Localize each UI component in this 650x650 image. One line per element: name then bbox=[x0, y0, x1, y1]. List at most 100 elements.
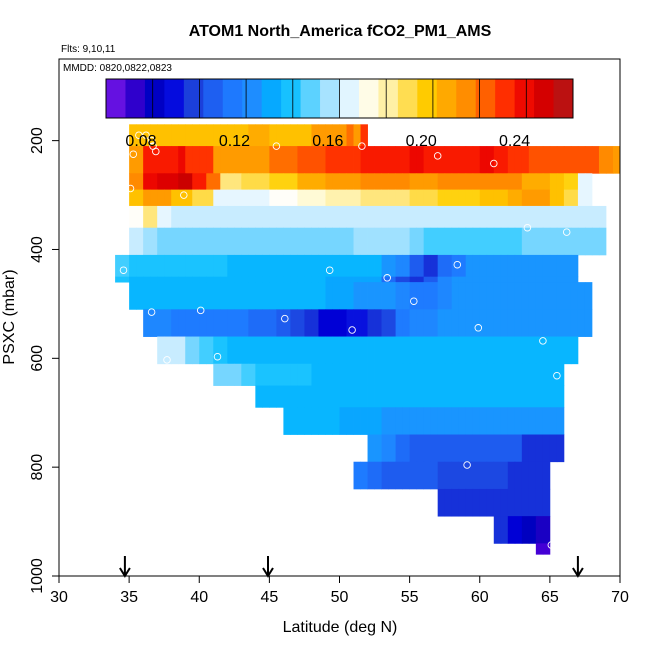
heatmap-cell bbox=[206, 189, 214, 207]
heatmap-cell bbox=[353, 336, 361, 365]
heatmap-cell bbox=[563, 146, 572, 174]
colorbar-ticks: 0.08 0.12 0.16 0.20 0.24 bbox=[125, 133, 530, 150]
heatmap-cell bbox=[542, 282, 551, 310]
y-tick-label: 200 bbox=[29, 127, 46, 154]
heatmap-cell bbox=[437, 205, 446, 229]
heatmap-cell bbox=[521, 309, 530, 337]
colorbar-segment bbox=[300, 79, 321, 118]
heatmap-cell bbox=[199, 227, 207, 256]
heatmap-cell bbox=[514, 173, 523, 191]
heatmap-cell bbox=[283, 363, 291, 386]
observation-point bbox=[119, 266, 128, 274]
heatmap-cell bbox=[409, 336, 418, 365]
heatmap-cell bbox=[304, 227, 312, 256]
heatmap-cell bbox=[381, 227, 389, 256]
heatmap-cell bbox=[388, 407, 396, 435]
heatmap-cell bbox=[402, 309, 411, 337]
heatmap-cell bbox=[171, 227, 179, 256]
heatmap-cell bbox=[556, 254, 565, 278]
heatmap-cell bbox=[521, 461, 530, 490]
heatmap-cell bbox=[360, 461, 368, 490]
heatmap-cell bbox=[290, 363, 298, 386]
heatmap-cell bbox=[143, 124, 151, 147]
heatmap-cell bbox=[339, 189, 347, 207]
heatmap-cell bbox=[570, 309, 579, 337]
heatmap-cell bbox=[472, 189, 481, 207]
heatmap-cell bbox=[234, 146, 242, 174]
heatmap-cell bbox=[262, 282, 270, 310]
heatmap-cell bbox=[402, 276, 411, 283]
heatmap-cell bbox=[122, 276, 130, 283]
heatmap-cell bbox=[479, 282, 488, 310]
heatmap-cell bbox=[178, 254, 186, 278]
heatmap-cell bbox=[283, 146, 291, 174]
heatmap-cell bbox=[199, 336, 207, 365]
heatmap-cell bbox=[318, 309, 326, 337]
heatmap-cell bbox=[150, 205, 158, 229]
heatmap-cell bbox=[220, 146, 228, 174]
heatmap-cell bbox=[248, 336, 256, 365]
heatmap-cell bbox=[374, 461, 382, 490]
heatmap-cell bbox=[192, 276, 200, 283]
down-arrow-icon bbox=[572, 556, 584, 578]
heatmap-cell bbox=[311, 385, 319, 408]
heatmap-cell bbox=[528, 282, 537, 310]
heatmap-cell bbox=[171, 173, 179, 191]
heatmap-cell bbox=[535, 385, 544, 408]
y-axis-label: PSXC (mbar) bbox=[1, 269, 18, 364]
heatmap-cell bbox=[248, 146, 256, 174]
heatmap-cell bbox=[423, 146, 432, 174]
heatmap-cell bbox=[493, 276, 502, 283]
heatmap-cell bbox=[430, 407, 439, 435]
heatmap-cell bbox=[598, 146, 607, 174]
heatmap-cell bbox=[234, 282, 242, 310]
observation-point bbox=[453, 260, 462, 269]
heatmap-cell bbox=[388, 385, 396, 408]
heatmap-cell bbox=[465, 385, 474, 408]
heatmap-cell bbox=[290, 124, 298, 147]
heatmap-cell bbox=[276, 276, 284, 283]
heatmap-cell bbox=[388, 336, 396, 365]
heatmap-cell bbox=[157, 309, 165, 337]
heatmap-cell bbox=[227, 146, 235, 174]
heatmap-cell bbox=[157, 189, 165, 207]
heatmap-cell bbox=[227, 309, 235, 337]
heatmap-cell bbox=[479, 189, 488, 207]
heatmap-cell bbox=[528, 254, 537, 278]
heatmap-cell bbox=[234, 254, 242, 278]
colorbar-segment bbox=[320, 79, 340, 118]
heatmap-cell bbox=[234, 189, 242, 207]
heatmap-cell bbox=[143, 309, 151, 337]
heatmap-cell bbox=[262, 227, 270, 256]
heatmap-cell bbox=[388, 282, 396, 310]
heatmap-cell bbox=[458, 146, 467, 174]
heatmap-cell bbox=[381, 309, 389, 337]
heatmap-cell bbox=[150, 124, 158, 147]
heatmap-cell bbox=[367, 434, 375, 463]
heatmap-cell bbox=[486, 173, 495, 191]
heatmap-cell bbox=[360, 336, 368, 365]
heatmap-cell bbox=[311, 363, 319, 386]
heatmap-cell bbox=[304, 254, 312, 278]
heatmap-cell bbox=[465, 227, 474, 256]
heatmap-cell bbox=[283, 309, 291, 337]
heatmap-cell bbox=[472, 385, 481, 408]
heatmap-cell bbox=[346, 276, 354, 283]
heatmap-cell bbox=[276, 227, 284, 256]
heatmap-cell bbox=[332, 407, 340, 435]
heatmap-cell bbox=[234, 309, 242, 337]
heatmap-cell bbox=[360, 276, 368, 283]
heatmap-cell bbox=[472, 276, 481, 283]
heatmap-cell bbox=[521, 146, 530, 174]
heatmap-cell bbox=[423, 205, 432, 229]
heatmap-cell bbox=[437, 189, 446, 207]
heatmap-cell bbox=[409, 309, 418, 337]
heatmap-cell bbox=[472, 336, 481, 365]
heatmap-cell bbox=[290, 407, 298, 435]
colorbar-segment bbox=[281, 79, 302, 118]
heatmap-cell bbox=[227, 227, 235, 256]
heatmap-cell bbox=[367, 363, 375, 386]
heatmap-cell bbox=[479, 488, 488, 517]
heatmap-cell bbox=[381, 407, 389, 435]
